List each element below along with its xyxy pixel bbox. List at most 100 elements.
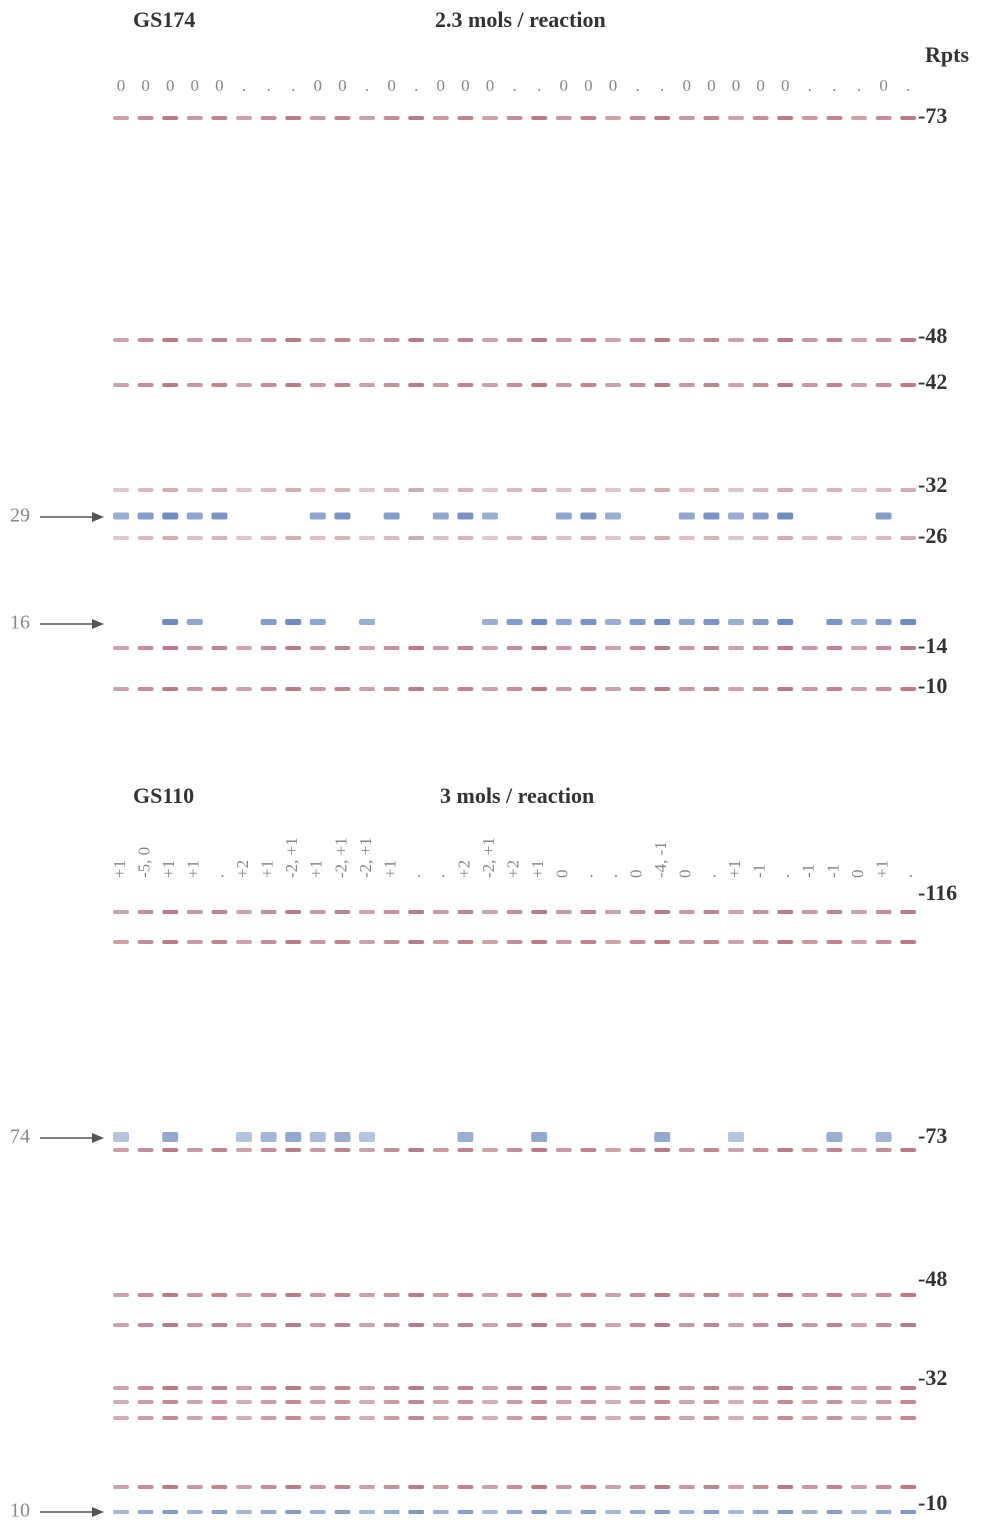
gel-band <box>654 619 670 625</box>
gel-band <box>826 687 842 691</box>
gel-band <box>777 116 793 120</box>
gel-band <box>777 687 793 691</box>
gel-band <box>605 1148 621 1152</box>
gel-band <box>580 1293 596 1297</box>
gel-band <box>408 940 424 944</box>
gel-band <box>876 646 892 650</box>
gel-band <box>556 536 572 540</box>
gel-band <box>187 1416 203 1420</box>
gel-band <box>113 687 129 691</box>
gel-band <box>703 116 719 120</box>
gel-band <box>162 1510 178 1514</box>
gel-band <box>556 1510 572 1514</box>
gel-band <box>826 910 842 914</box>
gel-band <box>507 383 523 387</box>
lane-label: . <box>635 76 639 95</box>
lane-label: -1 <box>799 864 818 878</box>
lane-label: 0 <box>191 76 200 95</box>
gel-band <box>826 1510 842 1514</box>
gel-band <box>408 1293 424 1297</box>
gel-band <box>138 1293 154 1297</box>
gel-band <box>802 646 818 650</box>
arrow-head <box>92 1133 104 1143</box>
lane-label: 0 <box>117 76 126 95</box>
gel-band <box>261 687 277 691</box>
gel-band <box>334 646 350 650</box>
gel-band <box>310 1148 326 1152</box>
gel-band <box>408 1386 424 1390</box>
gel-band <box>507 1386 523 1390</box>
gel-band <box>261 383 277 387</box>
gel-band <box>605 1400 621 1404</box>
gel-band <box>531 940 547 944</box>
gel-band <box>876 383 892 387</box>
gel-band <box>556 910 572 914</box>
gel-band <box>900 1148 916 1152</box>
gel-band <box>728 1386 744 1390</box>
gel-band <box>654 1386 670 1390</box>
gel-band <box>236 383 252 387</box>
gel-band <box>679 116 695 120</box>
lane-label: . <box>430 874 449 878</box>
lane-label: . <box>405 874 424 878</box>
gel-band <box>679 1485 695 1489</box>
gel-band <box>261 940 277 944</box>
gel-band <box>482 1416 498 1420</box>
gel-band <box>876 536 892 540</box>
gel-band <box>261 1416 277 1420</box>
lane-label: 0 <box>560 76 569 95</box>
gel-band <box>630 536 646 540</box>
gel-band <box>802 1485 818 1489</box>
gel-band <box>211 116 227 120</box>
arrow-label: 16 <box>10 612 30 634</box>
lane-label: 0 <box>848 870 867 879</box>
gel-band <box>851 1416 867 1420</box>
gel-band <box>605 910 621 914</box>
lane-label: 0 <box>215 76 224 95</box>
gel-band <box>900 338 916 342</box>
gel-band <box>211 940 227 944</box>
gel-band <box>630 1510 646 1514</box>
gel-band <box>703 1416 719 1420</box>
gel-band <box>900 1323 916 1327</box>
lane-label: 0 <box>338 76 347 95</box>
gel-band <box>408 383 424 387</box>
lane-label: +1 <box>528 860 547 878</box>
gel-band <box>310 536 326 540</box>
gel-band <box>433 488 449 492</box>
gel-band <box>605 383 621 387</box>
gel-band <box>876 940 892 944</box>
gel-band <box>826 1400 842 1404</box>
gel-band <box>457 646 473 650</box>
gel-band <box>580 619 596 625</box>
gel-band <box>654 338 670 342</box>
gel-band <box>482 910 498 914</box>
gel-band <box>630 1485 646 1489</box>
gel-band <box>580 1485 596 1489</box>
gel-band <box>507 1485 523 1489</box>
size-marker: -73 <box>918 103 947 128</box>
gel-band <box>802 1323 818 1327</box>
gel-band <box>433 1323 449 1327</box>
gel-band <box>384 646 400 650</box>
gel-band <box>531 1485 547 1489</box>
gel-band <box>654 383 670 387</box>
gel-band <box>753 687 769 691</box>
gel-band <box>851 646 867 650</box>
gel-band <box>359 1510 375 1514</box>
gel-band <box>900 116 916 120</box>
gel-band <box>408 687 424 691</box>
gel-band <box>556 646 572 650</box>
lane-label: -2, +1 <box>356 837 375 878</box>
gel-band <box>236 910 252 914</box>
gel-band <box>187 1485 203 1489</box>
gel-band <box>138 116 154 120</box>
gel-band <box>630 1293 646 1297</box>
gel-band <box>482 1485 498 1489</box>
lane-label: +1 <box>110 860 129 878</box>
gel-band <box>482 488 498 492</box>
gel-band <box>630 1400 646 1404</box>
gel-band <box>876 1485 892 1489</box>
gel-band <box>285 536 301 540</box>
gel-band <box>433 383 449 387</box>
